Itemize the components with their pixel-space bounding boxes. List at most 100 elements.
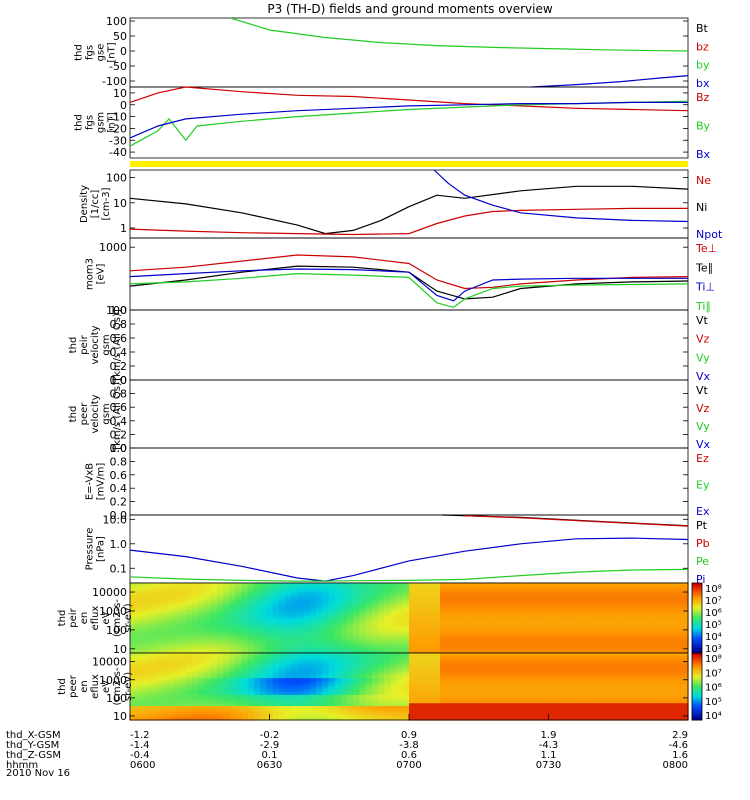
spectrogram-cell [582, 700, 590, 704]
y-tick-label: -20 [109, 122, 127, 135]
spectrogram-cell [390, 620, 398, 625]
spectrogram-cell [210, 661, 218, 665]
spectrogram-cell [192, 585, 199, 590]
spectrogram-cell [545, 600, 553, 605]
spectrogram-cell [576, 644, 584, 648]
spectrogram-cell [638, 644, 646, 648]
spectrogram-cell [421, 711, 429, 716]
spectrogram-cell [161, 703, 168, 707]
spectrogram-cell [483, 708, 491, 713]
spectrogram-cell [359, 703, 367, 707]
spectrogram-cell [626, 714, 633, 718]
spectrogram-cell [452, 583, 460, 587]
spectrogram-cell [254, 583, 261, 587]
spectrogram-cell [303, 661, 311, 665]
spectrogram-cell [632, 655, 639, 660]
spectrogram-cell [483, 615, 491, 619]
spectrogram-cell [254, 594, 261, 599]
spectrogram-cell [402, 609, 410, 613]
spectrogram-cell [477, 597, 484, 602]
spectrogram-cell [421, 658, 429, 662]
spectrogram-cell [247, 678, 255, 682]
x-axis-value: 0630 [257, 760, 282, 771]
spectrogram-cell [576, 706, 584, 710]
spectrogram-cell [371, 669, 379, 674]
spectrogram-cell [669, 647, 677, 651]
spectrogram-cell [626, 700, 633, 704]
spectrogram-cell [359, 661, 367, 665]
spectrogram-cell [452, 629, 460, 634]
spectrogram-cell [173, 689, 181, 693]
spectrogram-cell [576, 650, 584, 654]
spectrogram-cell [161, 672, 168, 676]
spectrogram-cell [365, 650, 373, 654]
spectrogram-cell [626, 597, 633, 602]
spectrogram-cell [309, 664, 317, 668]
spectrogram-cell [297, 661, 305, 665]
spectrogram-cell [588, 620, 596, 625]
spectrogram-cell [247, 708, 255, 713]
spectrogram-cell [365, 678, 373, 682]
spectrogram-cell [520, 597, 528, 602]
spectrogram-cell [576, 694, 584, 699]
spectrogram-cell [495, 658, 503, 662]
spectrogram-cell [440, 700, 447, 704]
spectrogram-cell [675, 714, 683, 718]
spectrogram-cell [421, 623, 429, 628]
spectrogram-cell [409, 632, 416, 637]
spectrogram-cell [390, 603, 398, 607]
spectrogram-cell [136, 717, 143, 721]
spectrogram-cell [353, 641, 360, 645]
spectrogram-cell [303, 597, 311, 602]
spectrogram-cell [204, 609, 212, 613]
spectrogram-cell [514, 664, 522, 668]
spectrogram-cell [340, 697, 348, 702]
spectrogram-cell [260, 600, 267, 605]
spectrogram-cell [297, 680, 305, 685]
spectrogram-cell [663, 697, 670, 702]
spectrogram-cell [154, 606, 162, 610]
spectrogram-cell [161, 623, 168, 628]
spectrogram-cell [365, 689, 373, 693]
spectrogram-cell [675, 626, 683, 631]
spectrogram-cell [198, 591, 205, 596]
spectrogram-cell [601, 591, 608, 596]
spectrogram-cell [446, 658, 453, 662]
spectrogram-cell [557, 588, 565, 593]
spectrogram-cell [216, 644, 224, 648]
spectrogram-cell [663, 603, 670, 607]
spectrogram-cell [613, 638, 621, 642]
spectrogram-cell [638, 683, 646, 688]
colorbar-segment [692, 675, 702, 679]
spectrogram-cell [241, 658, 249, 662]
spectrogram-cell [681, 606, 689, 610]
spectrogram-cell [402, 714, 410, 718]
spectrogram-cell [285, 635, 292, 640]
spectrogram-cell [185, 714, 193, 718]
spectrogram-cell [657, 644, 664, 648]
spectrogram-cell [235, 629, 243, 634]
spectrogram-cell [409, 647, 416, 651]
spectrogram-cell [675, 638, 683, 642]
spectrogram-cell [564, 583, 571, 587]
spectrogram-cell [148, 706, 156, 710]
spectrogram-cell [433, 703, 441, 707]
spectrogram-cell [421, 612, 429, 616]
spectrogram-cell [533, 664, 540, 668]
spectrogram-cell [204, 635, 212, 640]
spectrogram-cell [322, 689, 329, 693]
y-axis-label: gsm [101, 334, 112, 355]
spectrogram-cell [378, 629, 385, 634]
spectrogram-cell [216, 697, 224, 702]
spectrogram-cell [681, 683, 689, 688]
spectrogram-cell [458, 661, 466, 665]
spectrogram-cell [316, 585, 323, 590]
spectrogram-cell [502, 706, 509, 710]
colorbar-label: 10⁸ [705, 654, 722, 665]
spectrogram-cell [415, 708, 422, 713]
spectrogram-cell [626, 686, 633, 690]
spectrogram-cell [371, 661, 379, 665]
spectrogram-cell [502, 647, 509, 651]
spectrogram-cell [347, 594, 354, 599]
